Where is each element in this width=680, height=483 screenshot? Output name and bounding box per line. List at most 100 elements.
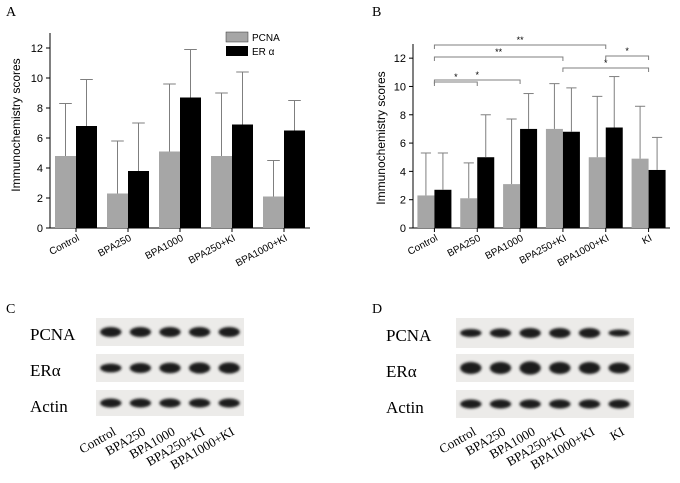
chart-b-bar bbox=[588, 157, 606, 228]
chart-a-bar bbox=[76, 126, 97, 228]
blot-c-row-label-actin: Actin bbox=[30, 397, 68, 416]
significance-bracket bbox=[433, 44, 607, 49]
chart-a-bar bbox=[107, 193, 128, 228]
significance-label: * bbox=[475, 70, 479, 80]
significance-bracket bbox=[433, 81, 478, 86]
chart-a-bar bbox=[55, 156, 76, 228]
chart-a-x-tick-label: BPA250+KI bbox=[187, 233, 237, 267]
significance-bracket bbox=[562, 67, 650, 72]
chart-a-bar bbox=[211, 156, 232, 228]
blot-c-band bbox=[188, 327, 211, 337]
blot-c-band bbox=[218, 327, 240, 337]
chart-a-legend: PCNA ER α bbox=[225, 31, 280, 58]
blot-d-band bbox=[549, 328, 571, 338]
chart-b-bar bbox=[434, 189, 452, 228]
chart-b-bar bbox=[520, 128, 538, 228]
chart-b-ylabel: Immunochemistry scores bbox=[374, 71, 388, 204]
blot-d-row-label-era: ERα bbox=[386, 362, 417, 381]
blot-d-band bbox=[578, 328, 601, 338]
blot-d-band bbox=[489, 328, 512, 338]
chart-a-y-tick-label: 10 bbox=[31, 73, 43, 85]
chart-a-y-tick-label: 6 bbox=[37, 133, 43, 145]
blot-d-band bbox=[578, 362, 601, 374]
chart-a-bar bbox=[180, 97, 201, 228]
blot-d-band bbox=[608, 329, 630, 337]
blot-c-band bbox=[188, 362, 211, 374]
chart-a-y-tick-label: 4 bbox=[37, 163, 43, 175]
blot-d-strip bbox=[456, 354, 634, 382]
chart-a-bar bbox=[128, 171, 149, 228]
blot-d-band bbox=[460, 329, 482, 337]
chart-b-bar bbox=[562, 131, 580, 228]
significance-label: * bbox=[454, 72, 458, 82]
chart-a-x-tick-label: BPA1000+KI bbox=[234, 233, 289, 269]
chart-a-y-tick-label: 12 bbox=[31, 43, 43, 55]
chart-b-y-tick-label: 12 bbox=[394, 53, 406, 65]
blot-c-band bbox=[188, 398, 211, 408]
blot-c-row-label-pcna: PCNA bbox=[30, 325, 76, 344]
significance-bracket bbox=[433, 56, 564, 61]
chart-b-bar bbox=[631, 158, 649, 228]
blot-c-band bbox=[100, 363, 122, 373]
chart-b-bar bbox=[545, 128, 563, 228]
chart-b-bar bbox=[460, 198, 478, 228]
chart-b-x-tick-label: Control bbox=[406, 233, 440, 258]
panel-label-d: D bbox=[372, 302, 382, 317]
chart-a-ylabel: Immunochemistry scores bbox=[9, 58, 23, 191]
panel-label-a: A bbox=[6, 5, 17, 20]
chart-a: Immunochemistry scores 0 2 4 6 8 10 12 Control B… bbox=[9, 31, 310, 269]
blot-c-band bbox=[218, 362, 240, 374]
chart-a-y-tick-label: 0 bbox=[37, 223, 43, 235]
chart-b-y-tick-label: 0 bbox=[400, 223, 406, 235]
chart-b-y-tick-label: 8 bbox=[400, 110, 406, 122]
blot-d-lane-label: KI bbox=[607, 424, 626, 444]
significance-label: * bbox=[604, 58, 608, 68]
significance-bracket bbox=[605, 55, 650, 60]
legend-label-era: ER α bbox=[252, 47, 275, 58]
significance-label: * bbox=[625, 46, 629, 56]
blot-c-band bbox=[129, 398, 152, 408]
chart-a-bar bbox=[263, 196, 284, 228]
chart-b-bar bbox=[503, 184, 521, 228]
panel-label-c: C bbox=[6, 302, 15, 317]
blot-d-band bbox=[460, 362, 482, 374]
chart-b-y-tick-label: 2 bbox=[400, 195, 406, 207]
blot-d-band bbox=[519, 399, 541, 409]
blot-d-band bbox=[489, 362, 512, 374]
western-blot-d: PCNA ERα Actin ControlBPA250BPA1000BPA25… bbox=[386, 318, 634, 472]
blot-c-band bbox=[159, 362, 181, 374]
blot-d-band bbox=[608, 399, 630, 409]
legend-label-pcna: PCNA bbox=[252, 33, 280, 44]
blot-d-band bbox=[578, 399, 601, 409]
blot-d-band bbox=[489, 399, 512, 409]
blot-c-band bbox=[100, 398, 122, 408]
blot-d-band bbox=[519, 328, 541, 338]
chart-b-y-tick-label: 6 bbox=[400, 138, 406, 150]
blot-d-strip bbox=[456, 318, 634, 348]
significance-label: ** bbox=[495, 47, 503, 57]
chart-a-bar bbox=[159, 151, 180, 228]
chart-a-bar bbox=[232, 124, 253, 228]
significance-label: ** bbox=[517, 35, 525, 45]
blot-d-band bbox=[608, 362, 630, 374]
blot-c-band bbox=[129, 327, 152, 337]
blot-d-band bbox=[519, 361, 541, 375]
chart-b-bar bbox=[417, 195, 435, 228]
chart-a-x-tick-label: BPA1000 bbox=[144, 233, 186, 262]
chart-a-bar bbox=[284, 130, 305, 228]
blot-c-band bbox=[159, 327, 181, 337]
chart-b-bar bbox=[605, 127, 623, 228]
blot-d-row-label-actin: Actin bbox=[386, 398, 424, 417]
blot-c-band bbox=[218, 398, 240, 408]
chart-b-x-tick-label: KI bbox=[640, 233, 654, 247]
blot-c-band bbox=[129, 363, 152, 373]
blot-d-strip bbox=[456, 390, 634, 418]
legend-swatch-pcna bbox=[225, 31, 249, 43]
blot-d-band bbox=[460, 399, 482, 409]
chart-b-y-tick-label: 10 bbox=[394, 81, 406, 93]
chart-a-x-tick-label: Control bbox=[48, 233, 82, 258]
chart-b-bar bbox=[477, 157, 495, 228]
chart-b-y-tick-label: 4 bbox=[400, 166, 406, 178]
chart-a-y-tick-label: 2 bbox=[37, 193, 43, 205]
